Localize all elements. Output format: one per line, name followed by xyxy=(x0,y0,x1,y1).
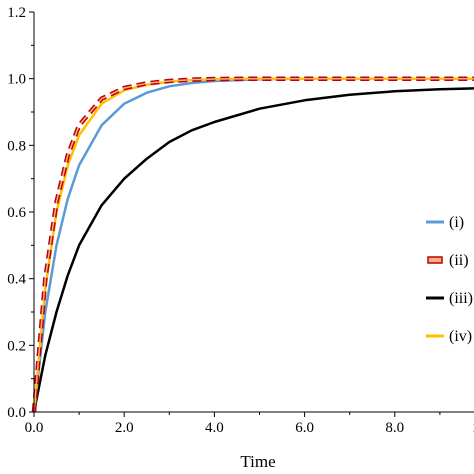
x-axis-title: Time xyxy=(240,452,275,471)
x-tick-label: 10.0 xyxy=(472,420,474,436)
series-line-iii xyxy=(32,87,474,413)
y-tick-label: 1.0 xyxy=(7,72,26,88)
y-tick-label: 0.0 xyxy=(7,405,26,421)
y-tick-label: 1.2 xyxy=(7,5,26,21)
y-tick-label: 0.6 xyxy=(7,205,26,221)
legend-swatch-ii xyxy=(427,256,443,264)
y-tick-label: 0.8 xyxy=(7,138,26,154)
x-tick-label: 2.0 xyxy=(115,420,134,436)
plot-area xyxy=(31,76,474,413)
x-tick-label: 6.0 xyxy=(295,420,314,436)
y-tick-label: 0.2 xyxy=(7,338,26,354)
axes xyxy=(33,12,474,413)
y-tick-label: 0.4 xyxy=(7,272,26,288)
x-tick-label: 0.0 xyxy=(25,420,44,436)
series-line-i xyxy=(32,77,474,413)
series-line-ii xyxy=(33,77,474,413)
legend-label-iv: (iv) xyxy=(449,328,472,345)
legend-label-i: (i) xyxy=(449,214,464,231)
y-ticks: 0.0 0.2 0.4 0.6 0.8 1.0 1.2 xyxy=(7,5,34,421)
legend: (i) (ii) (iii) (iv) xyxy=(426,214,473,345)
legend-label-ii: (ii) xyxy=(449,252,469,269)
x-tick-label: 4.0 xyxy=(205,420,224,436)
x-tick-label: 8.0 xyxy=(385,420,404,436)
x-ticks: 0.0 2.0 4.0 6.0 8.0 10.0 xyxy=(25,412,474,436)
legend-label-iii: (iii) xyxy=(449,290,473,307)
